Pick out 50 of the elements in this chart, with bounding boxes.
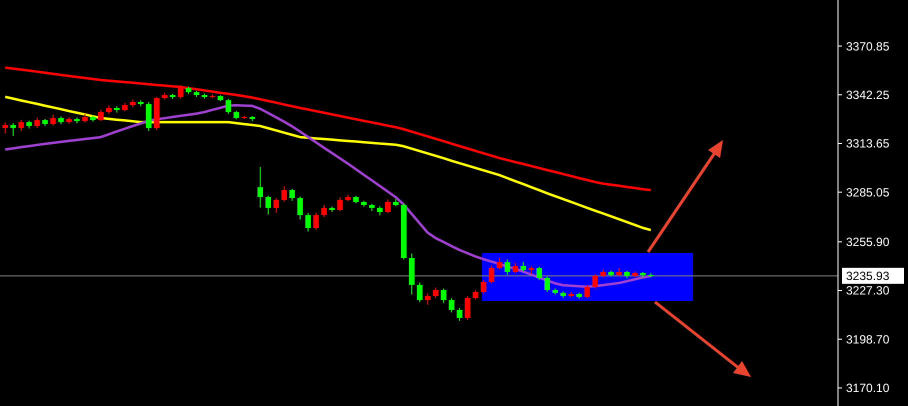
candlestick: [337, 196, 343, 212]
candlestick: [313, 212, 319, 230]
y-tick-label: 3285.05: [846, 185, 890, 200]
candlestick: [416, 282, 422, 303]
candlestick: [448, 298, 454, 313]
candlestick: [424, 293, 430, 306]
candlestick: [512, 262, 518, 274]
candlestick: [440, 288, 446, 304]
y-tick-label: 3313.65: [846, 136, 890, 151]
candlestick: [50, 114, 56, 126]
candlestick: [472, 290, 478, 300]
candlestick: [257, 166, 264, 208]
candlestick: [321, 204, 327, 218]
y-tick-label: 3255.90: [846, 235, 890, 250]
y-tick-label: 3227.30: [846, 284, 890, 298]
candlestick: [544, 276, 550, 292]
y-tick-label: 3170.10: [846, 381, 890, 396]
y-tick-label: 3370.85: [846, 39, 890, 54]
candlestick: [281, 186, 287, 202]
line-series: [4, 104, 652, 288]
candlestick: [496, 257, 502, 270]
candlestick: [456, 308, 462, 322]
candlestick: [226, 98, 232, 114]
candlestick: [488, 265, 494, 284]
y-tick-label: 3198.70: [846, 332, 890, 346]
candlestick: [297, 196, 303, 220]
candlestick: [384, 198, 391, 214]
candlestick: [504, 259, 510, 276]
candlestick: [10, 122, 16, 137]
candlestick: [265, 195, 272, 215]
y-tick-label: 3342.25: [846, 88, 890, 102]
candlestick: [34, 117, 40, 128]
candlestick: [480, 279, 486, 294]
candlestick: [592, 274, 598, 289]
candlestick: [464, 296, 470, 320]
candlestick: [584, 284, 590, 299]
candlestick: [432, 287, 438, 298]
line-series: [4, 66, 652, 192]
candlestick: [305, 212, 311, 232]
candlestick: [18, 119, 24, 132]
line-series: [4, 96, 652, 232]
candlestick: [289, 188, 295, 202]
candlestick: [178, 84, 184, 100]
candlestick: [98, 109, 104, 122]
ref-line-label: 3235.93: [846, 269, 890, 284]
candlestick: [377, 206, 383, 216]
candlestick: [273, 198, 279, 214]
candlestick: [2, 122, 8, 134]
candlestick: [536, 266, 542, 280]
candlestick: [520, 262, 526, 272]
